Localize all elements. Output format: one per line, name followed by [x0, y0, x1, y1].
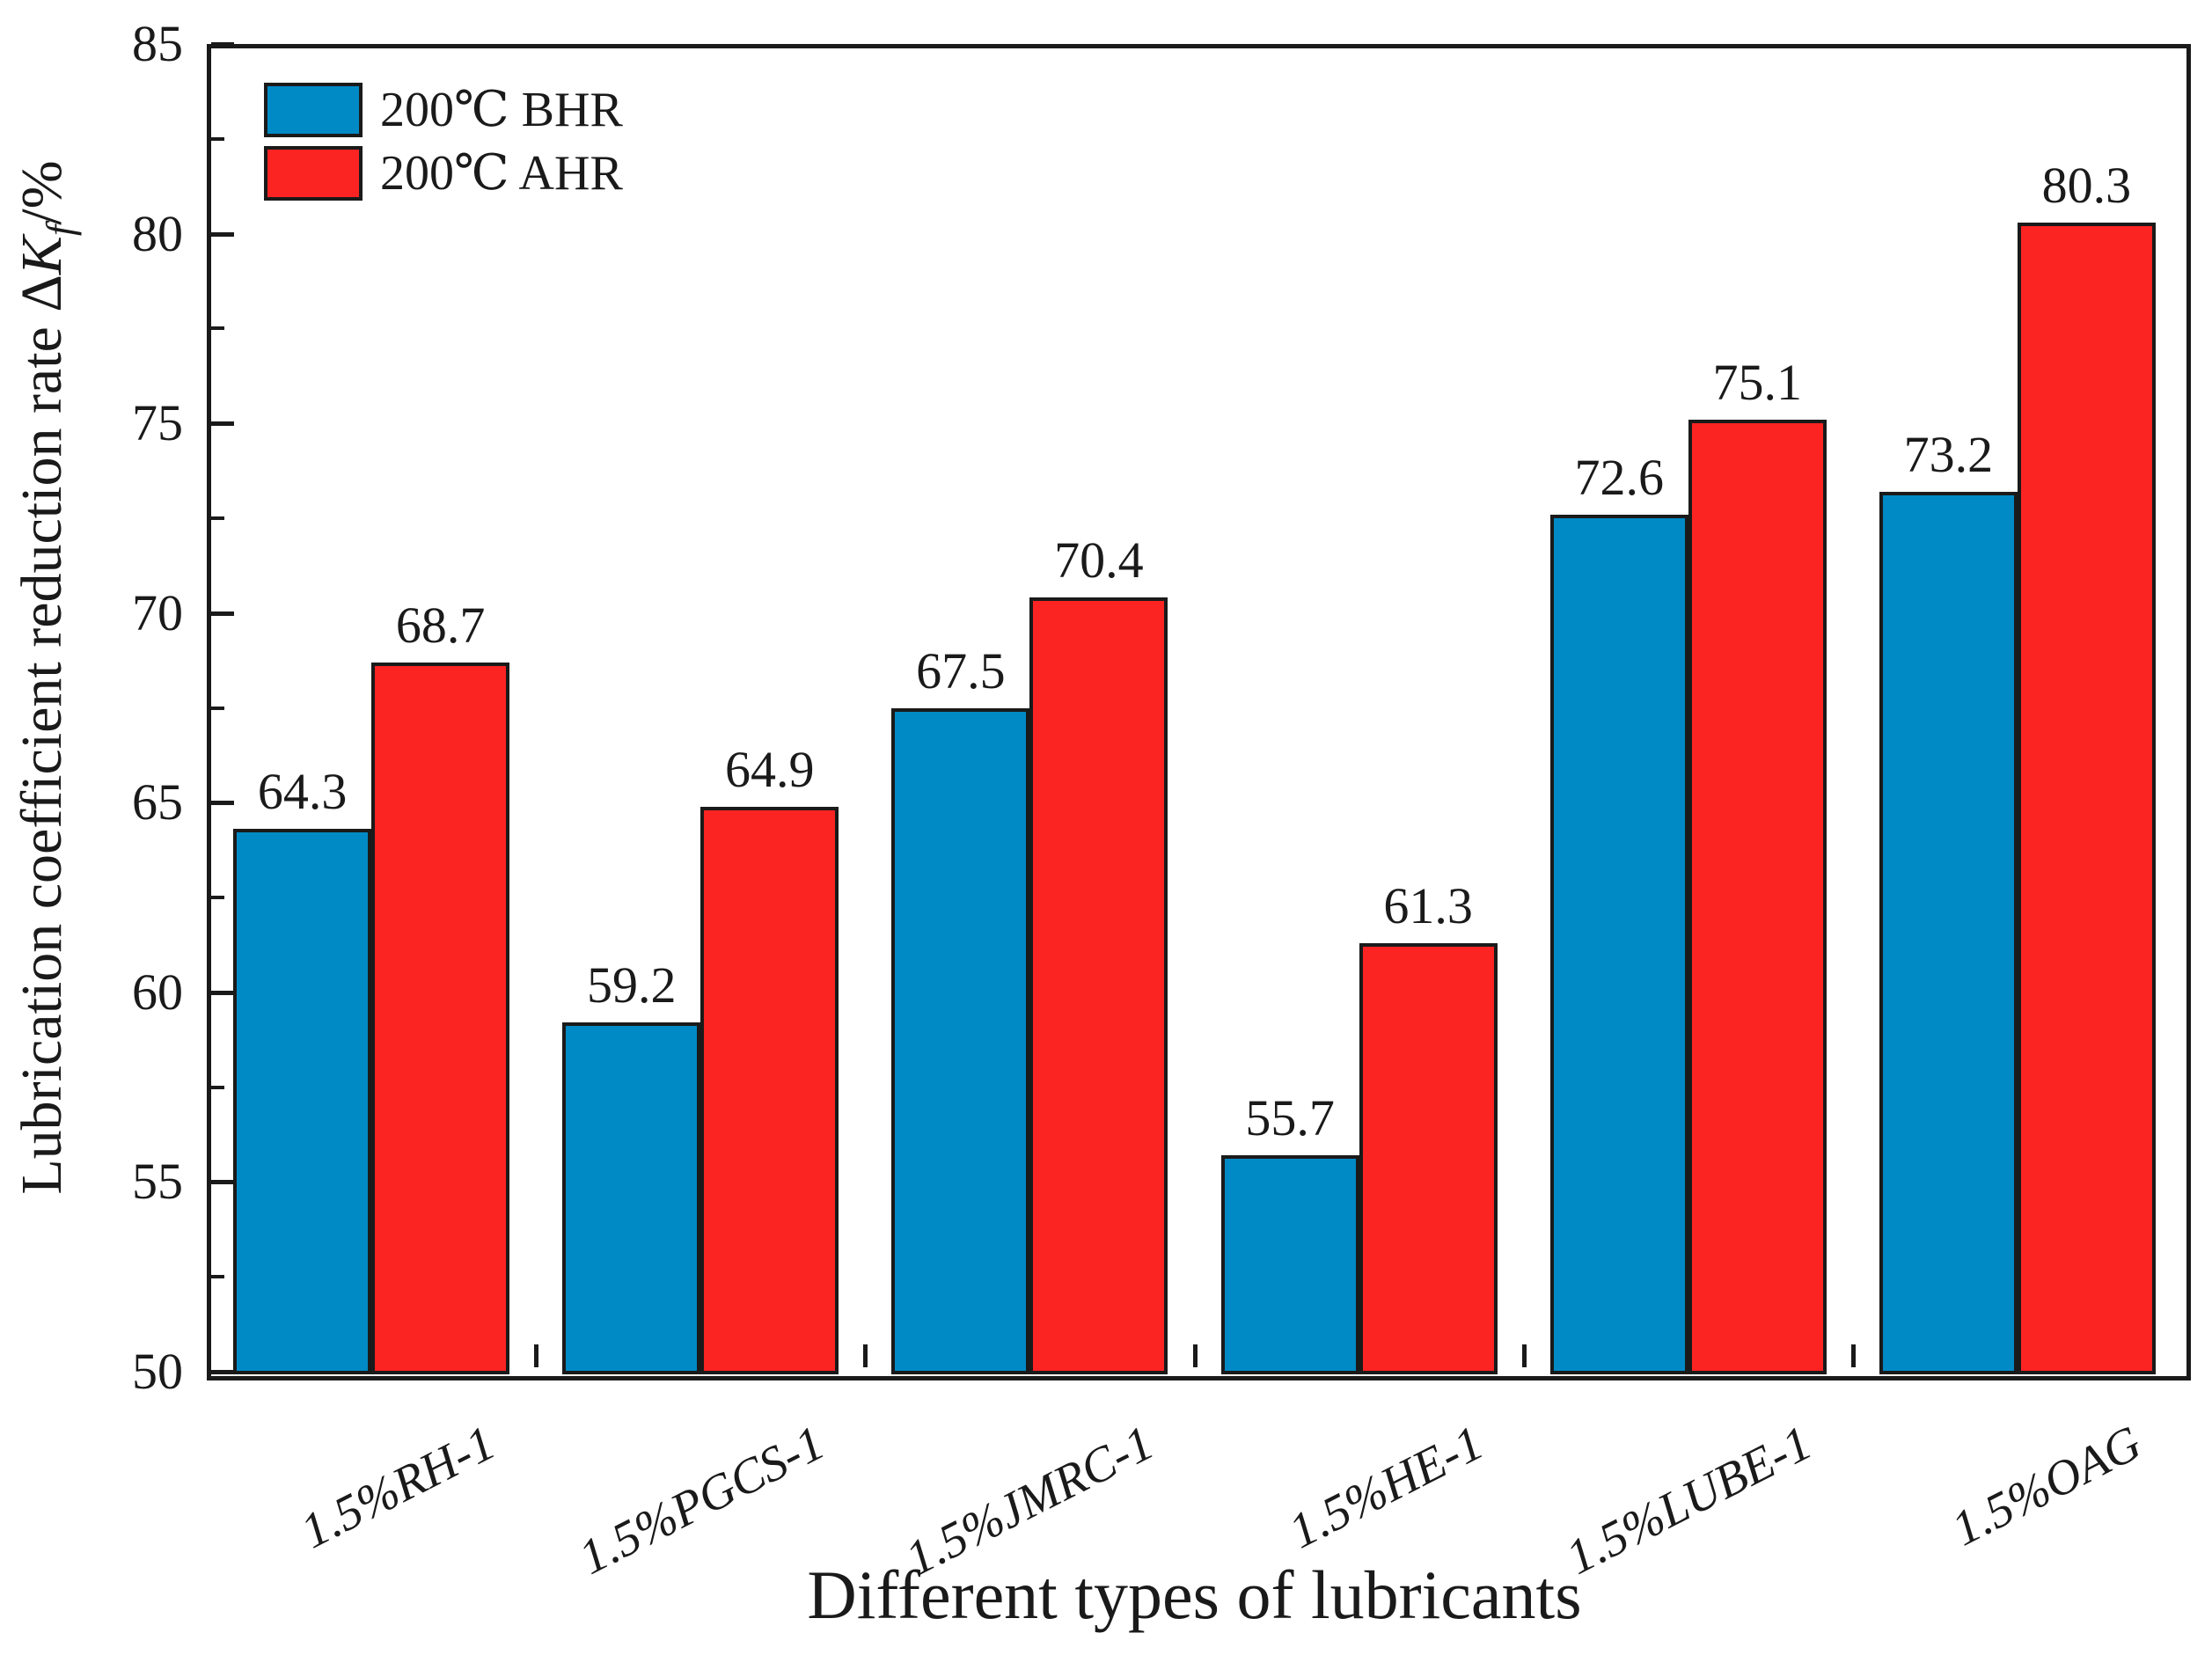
x-category-label: 1.5%RH-1 [292, 1415, 504, 1560]
y-major-tick [211, 1370, 234, 1374]
bar-bhr [1549, 514, 1688, 1374]
bar-value-label: 64.9 [725, 740, 815, 798]
y-major-tick [211, 801, 234, 806]
x-category-label: 1.5%OAG [1943, 1415, 2150, 1557]
y-tick-label: 75 [132, 394, 183, 452]
bar-value-label: 70.4 [1054, 531, 1144, 590]
x-category-label: 1.5%LUBE-1 [1557, 1415, 1821, 1585]
y-minor-tick [211, 706, 224, 710]
y-major-tick [211, 42, 234, 47]
y-major-tick [211, 611, 234, 616]
bar-value-label: 64.3 [257, 763, 348, 821]
y-major-tick [211, 990, 234, 995]
legend-label: 200℃ BHR [380, 83, 623, 137]
legend-label: 200℃ AHR [380, 146, 623, 201]
x-category-label: 1.5%HE-1 [1280, 1415, 1492, 1560]
y-minor-tick [211, 1085, 224, 1089]
bar-ahr [2017, 222, 2156, 1374]
y-axis-title: Lubrication coefficient reduction rate Δ… [9, 160, 83, 1194]
y-minor-tick [211, 896, 224, 900]
bar-ahr [1359, 942, 1498, 1374]
bar-ahr [1688, 419, 1827, 1374]
bar-value-label: 68.7 [395, 596, 486, 654]
y-major-tick [211, 421, 234, 427]
y-minor-tick [211, 1275, 224, 1279]
bar-value-label: 73.2 [1903, 425, 1994, 483]
bar-bhr [562, 1022, 701, 1374]
x-boundary-tick [534, 1344, 539, 1367]
bar-value-label: 72.6 [1574, 448, 1665, 506]
y-major-tick [211, 1180, 234, 1185]
x-boundary-tick [1850, 1344, 1856, 1367]
legend-item: 200℃ BHR [264, 83, 623, 137]
y-major-tick [211, 231, 234, 237]
bar-value-label: 67.5 [916, 641, 1006, 699]
legend: 200℃ BHR 200℃ AHR [264, 83, 623, 209]
y-tick-label: 60 [132, 963, 183, 1021]
legend-swatch [264, 83, 363, 137]
bar-ahr [371, 662, 510, 1374]
bar-ahr [700, 806, 839, 1374]
y-tick-label: 80 [132, 204, 183, 262]
y-tick-label: 70 [132, 583, 183, 641]
x-axis-title: Different types of lubricants [807, 1556, 1582, 1633]
y-tick-label: 85 [132, 15, 183, 72]
x-boundary-tick [1521, 1344, 1527, 1367]
bar-value-label: 61.3 [1383, 876, 1473, 934]
bar-value-label: 55.7 [1245, 1089, 1335, 1147]
bar-bhr [233, 829, 372, 1374]
bar-value-label: 80.3 [2041, 156, 2132, 214]
x-category-label: 1.5%PGCS-1 [570, 1415, 833, 1585]
y-tick-label: 55 [132, 1153, 183, 1211]
bar-bhr [891, 707, 1030, 1374]
bar-value-label: 75.1 [1712, 353, 1803, 411]
x-boundary-tick [1192, 1344, 1198, 1367]
bar-ahr [1029, 597, 1168, 1374]
bar-bhr [1220, 1155, 1359, 1374]
bar-bhr [1879, 491, 2018, 1374]
y-minor-tick [211, 326, 224, 331]
legend-swatch [264, 146, 363, 201]
bar-value-label: 59.2 [587, 956, 677, 1014]
y-tick-label: 50 [132, 1343, 183, 1400]
y-tick-label: 65 [132, 773, 183, 831]
x-boundary-tick [863, 1344, 868, 1367]
legend-item: 200℃ AHR [264, 146, 623, 201]
y-minor-tick [211, 516, 224, 520]
y-minor-tick [211, 136, 224, 141]
